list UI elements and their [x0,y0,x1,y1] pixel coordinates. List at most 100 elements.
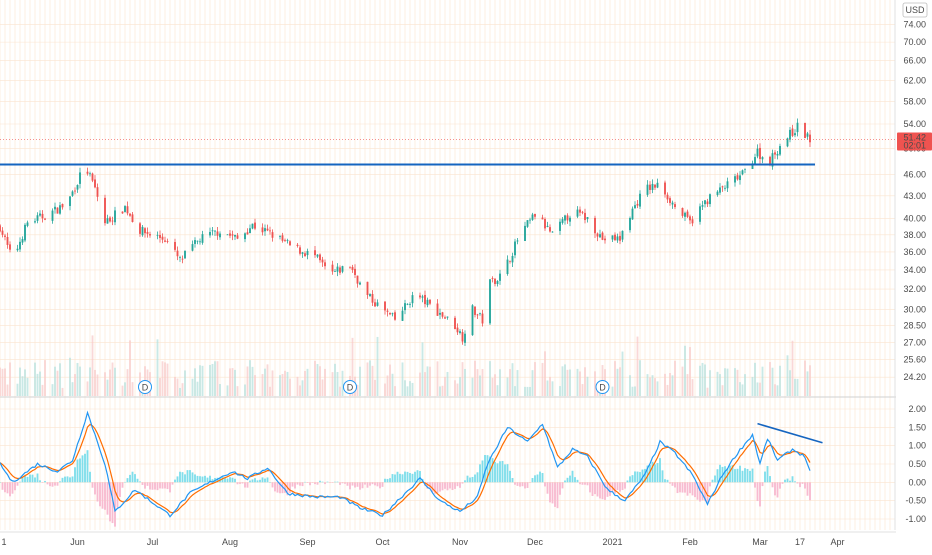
macd-histogram-bar [769,476,771,483]
volume-bar [234,369,236,396]
candle-body [404,303,406,311]
macd-histogram-bar [614,482,616,494]
candle-body [176,250,179,257]
volume-bar [301,380,304,396]
macd-histogram-bar [229,477,231,483]
macd-histogram-bar [274,482,276,492]
dividend-marker-circle [343,380,357,394]
volume-bar [394,386,396,396]
candle-body [579,209,581,213]
volume-bar [594,371,596,396]
volume-bar [304,370,306,396]
macd-histogram-bar [651,461,654,483]
macd-histogram-bar [484,455,486,483]
dividend-marker[interactable]: D [343,380,357,394]
macd-histogram-bar [436,482,439,494]
macd-histogram-bar [246,482,249,488]
macd-histogram-bar [79,458,81,483]
time-tick-label: Apr [830,537,844,547]
volume-bar [481,369,484,396]
volume-bar [351,337,354,396]
candle-body [656,182,659,188]
candle-body [419,295,421,298]
macd-histogram-bar [569,475,571,483]
macd-histogram-bar [536,474,539,483]
candle-body [394,312,396,320]
macd-histogram-bar [76,459,79,483]
macd-histogram-bar [204,475,206,483]
candle-body [41,213,44,219]
macd-histogram-bar [621,482,624,491]
candle-body [616,236,619,241]
candle-body [569,217,571,222]
macd-histogram-bar [441,482,444,491]
volume-bar [164,362,166,396]
volume-bar [471,377,474,396]
volume-bar [454,380,456,396]
macd-histogram-bar [209,475,211,483]
price-tick-label: 70.00 [903,37,926,47]
macd-histogram-bar [44,481,46,483]
macd-histogram-bar [124,481,126,483]
volume-bar [806,371,809,396]
candle-body [314,250,316,256]
macd-histogram-bar [806,482,809,496]
macd-histogram-bar [224,477,226,483]
volume-bar [159,377,161,396]
dividend-marker[interactable]: D [595,380,610,394]
trendline-layer[interactable] [0,139,895,166]
candle-body [426,299,429,306]
time-tick-label: Jun [70,537,85,547]
macd-tick-label: 0.00 [908,477,926,487]
volume-bar [196,381,199,396]
macd-histogram-bar [686,482,689,496]
macd-tick-label: 1.00 [908,441,926,451]
volume-bar [44,360,46,396]
candle-body [279,236,281,237]
volume-bar [254,375,256,396]
candle-body [261,227,264,233]
candle-body [674,204,676,208]
macd-histogram-bar [501,460,504,483]
candle-body [159,234,161,238]
candle-body [481,313,484,324]
macd-histogram-bar [724,466,726,483]
candle-body [566,215,569,221]
time-tick-label: 17 [795,537,805,547]
macd-histogram-bar [6,482,9,494]
candle-body [299,247,301,254]
candle-body [421,296,424,298]
volume-bar [339,386,341,396]
macd-histogram-bar [631,475,634,483]
dividend-marker[interactable]: D [138,380,152,394]
macd-histogram-bar [521,482,524,487]
macd-histogram-bar [571,470,574,483]
macd-histogram-bar [26,476,29,483]
macd-histogram-bar [574,477,576,483]
macd-histogram-bar [336,481,339,483]
candle-body [456,327,459,333]
macd-histogram-bar [559,482,561,495]
volume-bar [561,366,564,396]
time-tick-label: 2021 [602,537,622,547]
candle-body [594,217,596,234]
volume-bar [544,351,546,396]
candle-body [44,218,46,220]
candle-body [546,225,549,227]
candle-body [604,238,606,241]
candle-body [56,207,59,214]
macd-histogram-bar [684,482,686,493]
candle-body [599,234,601,238]
volume-bar [174,376,176,396]
volume-bar [576,368,579,396]
candle-body [391,313,394,315]
macd-histogram-bar [641,469,644,483]
candle-body [146,232,149,234]
volume-bar [324,368,326,396]
volume-bar [386,375,389,396]
candle-body [464,333,466,343]
volume-bar [1,368,4,396]
